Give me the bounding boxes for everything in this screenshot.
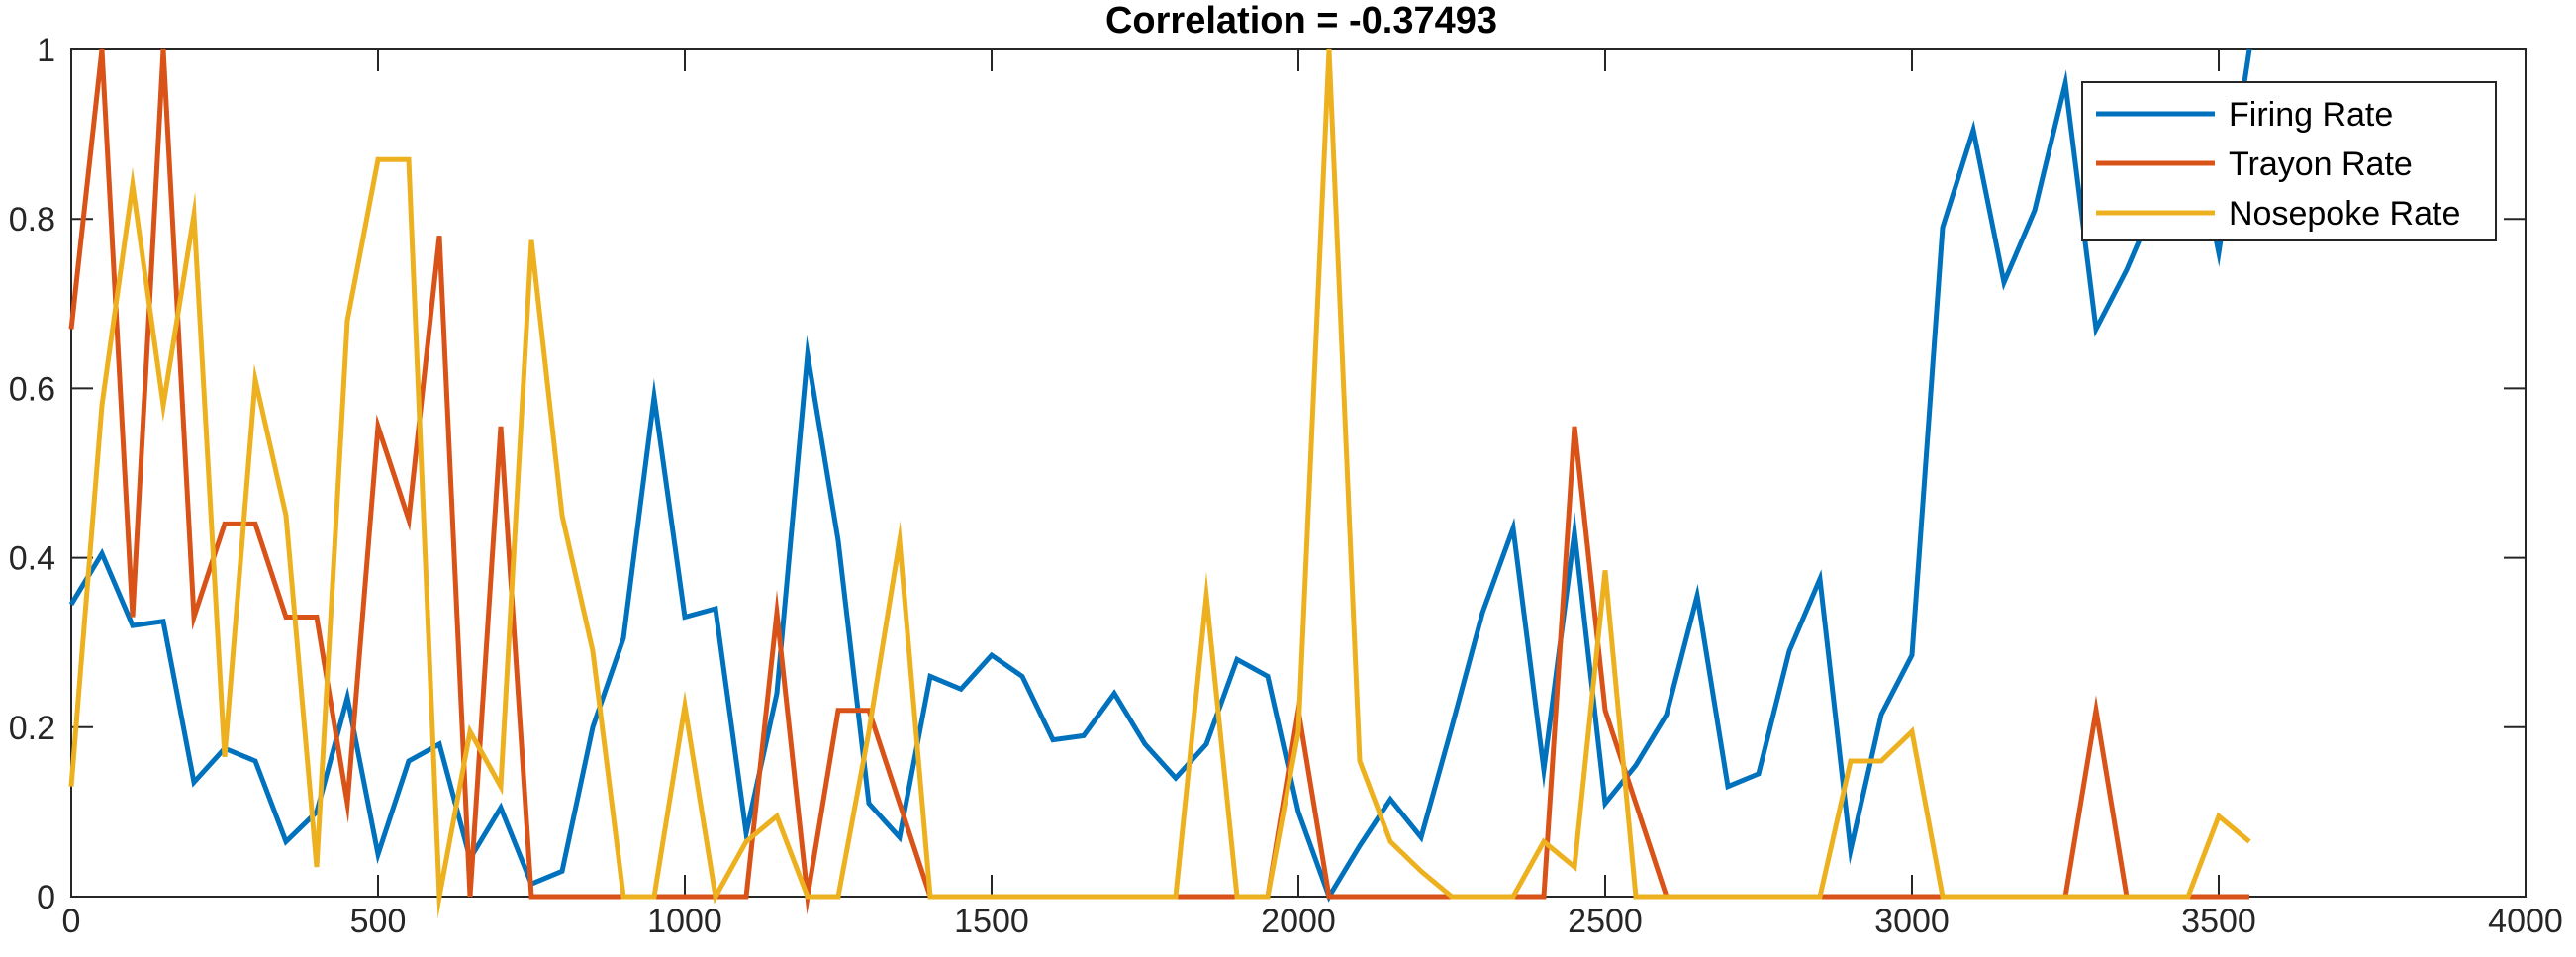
x-tick-label: 1500 [954, 903, 1029, 940]
x-tick-label: 4000 [2488, 903, 2563, 940]
legend-label-firing-rate: Firing Rate [2229, 96, 2393, 134]
x-tick-label: 3000 [1874, 903, 1950, 940]
x-tick-label: 500 [350, 903, 407, 940]
x-tick-label: 2000 [1261, 903, 1336, 940]
y-tick-label: 0 [37, 879, 55, 916]
y-tick-label: 0.4 [9, 540, 55, 578]
y-tick-label: 0.6 [9, 370, 55, 408]
x-tick-label: 0 [62, 903, 81, 940]
x-tick-label: 1000 [647, 903, 722, 940]
y-tick-label: 0.8 [9, 201, 55, 239]
chart-title: Correlation = -0.37493 [1105, 0, 1497, 42]
y-tick-label: 0.2 [9, 710, 55, 747]
x-tick-label: 3500 [2181, 903, 2256, 940]
legend: Firing Rate Trayon Rate Nosepoke Rate [2081, 81, 2497, 241]
y-tick-label: 1 [37, 32, 55, 69]
series-lines [68, 48, 2252, 919]
series-line-nosepoke-rate [68, 48, 2251, 919]
x-tick-label: 2500 [1568, 903, 1643, 940]
axis-ticks: 0 500 1000 1500 2000 2500 3000 3500 4000 0 0.2 0.4 0… [9, 32, 2563, 940]
legend-label-trayon-rate: Trayon Rate [2229, 145, 2413, 183]
legend-label-nosepoke-rate: Nosepoke Rate [2229, 195, 2460, 233]
